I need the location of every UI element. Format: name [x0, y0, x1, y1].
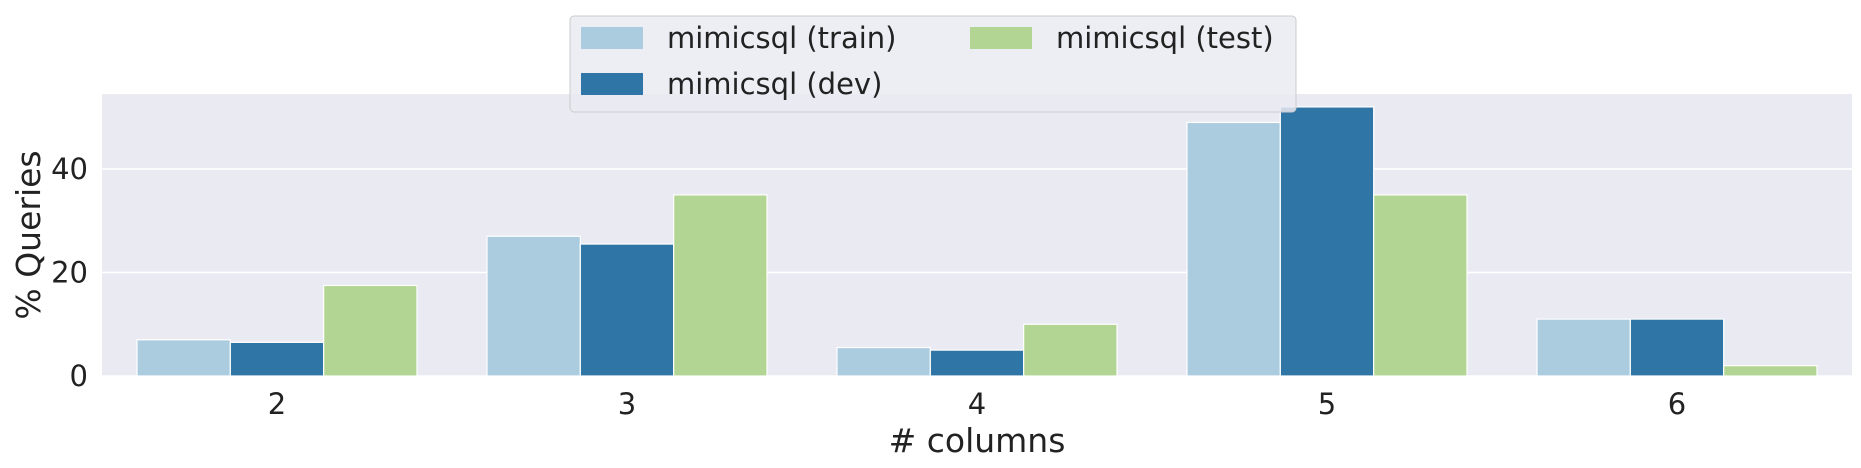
y-tick-label: 20	[51, 256, 88, 290]
bar	[1536, 318, 1631, 377]
bar	[1373, 194, 1468, 377]
y-tick-label: 0	[70, 359, 88, 393]
bar	[486, 235, 581, 377]
bars	[136, 106, 1818, 377]
legend-frame	[569, 15, 1297, 113]
bar	[323, 284, 418, 377]
legend-swatch	[970, 27, 1032, 49]
bar	[229, 341, 325, 377]
bar	[836, 346, 931, 377]
legend-label: mimicsql (train)	[667, 21, 896, 55]
bar	[1629, 318, 1725, 377]
bar	[929, 349, 1025, 377]
x-tick-label: 3	[618, 387, 636, 421]
legend-swatch	[581, 73, 643, 95]
x-tick-labels: 2 3 4 5 6	[268, 387, 1686, 421]
x-tick-label: 4	[968, 387, 986, 421]
x-axis-title: # columns	[889, 421, 1066, 460]
bar	[579, 243, 675, 377]
bar	[136, 339, 231, 377]
legend-swatch	[581, 27, 643, 49]
legend-label: mimicsql (dev)	[667, 67, 882, 101]
y-tick-labels: 0 20 40	[51, 152, 88, 393]
y-tick-label: 40	[51, 152, 88, 186]
bar	[1023, 323, 1118, 377]
bar	[1186, 121, 1281, 377]
bar	[673, 194, 768, 377]
x-tick-label: 6	[1668, 387, 1686, 421]
legend-label: mimicsql (test)	[1056, 21, 1274, 55]
x-tick-label: 2	[268, 387, 286, 421]
y-axis-title: % Queries	[9, 150, 48, 319]
legend: mimicsql (train) mimicsql (dev) mimicsql (…	[569, 15, 1297, 113]
bar	[1279, 106, 1375, 377]
bar	[1723, 365, 1818, 377]
x-tick-label: 5	[1318, 387, 1336, 421]
